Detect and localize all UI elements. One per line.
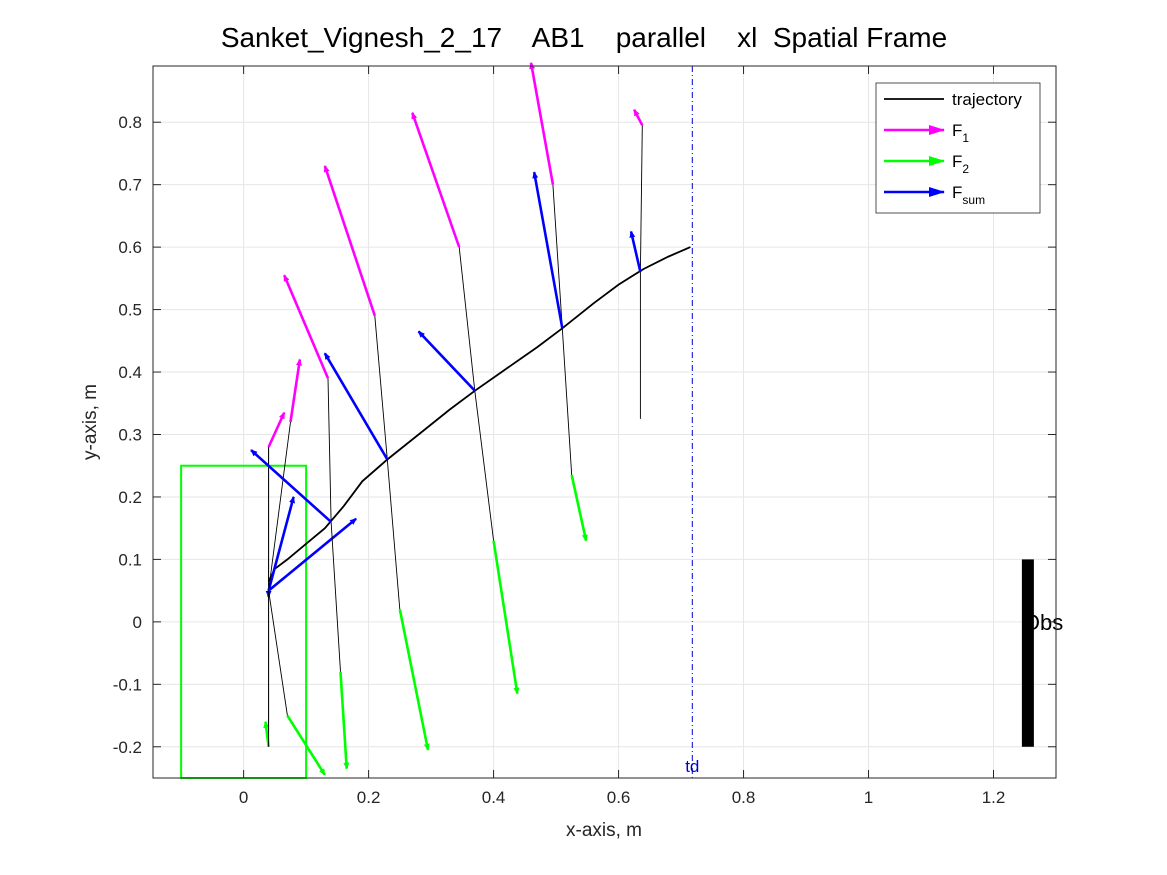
x-tick-label: 1: [864, 788, 873, 807]
fsum-arrow: [250, 449, 332, 523]
plot-area: td Obs: [180, 61, 1063, 779]
f1-arrow: [411, 111, 461, 248]
y-axis-ticks: -0.2 -0.1 0 0.1 0.2 0.3 0.4 0.5 0.6 0.7 0.8: [113, 113, 1056, 757]
f2-arrow: [570, 474, 588, 542]
y-axis-label: y-axis, m: [80, 384, 101, 460]
axes-box: [152, 65, 1057, 779]
y-tick-label: 0.2: [118, 488, 142, 507]
f2-arrow: [339, 671, 350, 770]
f1-arrow: [289, 358, 302, 423]
f2-arrow: [263, 720, 270, 747]
force-connector-line: [639, 125, 643, 419]
f2-arrow: [398, 609, 430, 751]
y-tick-label: -0.1: [113, 675, 142, 694]
y-tick-label: 0.7: [118, 176, 142, 195]
y-tick-label: -0.2: [113, 738, 142, 757]
x-tick-label: 1.2: [982, 788, 1006, 807]
y-tick-label: 0: [133, 613, 142, 632]
x-tick-label: 0: [239, 788, 248, 807]
x-tick-label: 0.4: [482, 788, 506, 807]
y-tick-label: 0.5: [118, 301, 142, 320]
f1-arrow: [529, 61, 555, 185]
x-axis-label: x-axis, m: [566, 820, 642, 841]
fsum-arrow: [323, 352, 389, 461]
x-tick-label: 0.2: [357, 788, 381, 807]
f2-arrow: [492, 540, 520, 695]
f1-arrow: [323, 164, 377, 317]
f2-arrow: [286, 714, 326, 776]
y-tick-label: 0.4: [118, 363, 142, 382]
fsum-arrow: [417, 330, 476, 392]
legend-label: trajectory: [952, 90, 1022, 109]
trajectory-line: [267, 246, 691, 582]
y-tick-label: 0.1: [118, 550, 142, 569]
f1-arrow: [267, 411, 286, 448]
y-tick-label: 0.6: [118, 238, 142, 257]
td-label: td: [685, 757, 699, 776]
legend-label-subscript: 1: [962, 131, 969, 145]
fsum-arrow: [629, 230, 642, 273]
f1-arrow: [633, 108, 644, 126]
force-connector-line: [374, 315, 401, 610]
x-tick-label: 0.8: [732, 788, 756, 807]
force-connector-line: [552, 184, 573, 476]
force-connector-line: [327, 378, 341, 672]
y-tick-label: 0.8: [118, 113, 142, 132]
chart-title: Sanket_Vignesh_2_17 AB1 parallel xl Spat…: [221, 22, 947, 53]
fsum-arrow: [267, 517, 357, 592]
legend-label-subscript: sum: [962, 193, 985, 207]
f1-arrow: [283, 274, 330, 379]
fsum-arrow: [267, 495, 295, 591]
obstacle-label: Obs: [1023, 610, 1063, 635]
fsum-arrow: [532, 171, 564, 329]
x-axis-ticks: 0 0.2 0.4 0.6 0.8 1 1.2: [239, 66, 1005, 807]
legend-label-subscript: 2: [962, 162, 969, 176]
x-tick-label: 0.6: [607, 788, 631, 807]
y-tick-label: 0.3: [118, 425, 142, 444]
obstacle-bar: [1021, 559, 1034, 747]
